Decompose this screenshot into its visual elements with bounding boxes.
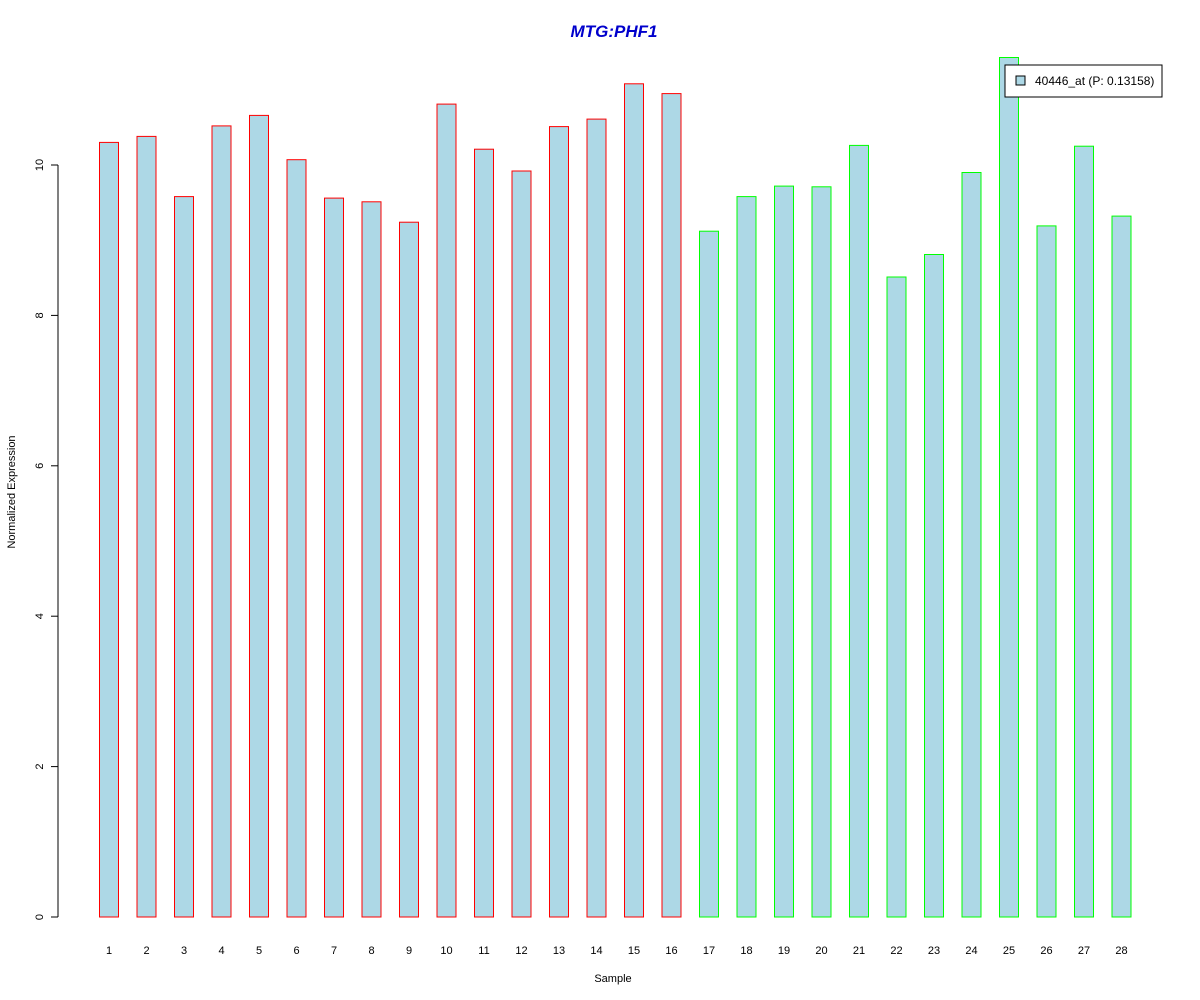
bar-sample-25 [999, 57, 1019, 918]
x-tick-label: 12 [515, 945, 527, 957]
x-tick-label: 16 [665, 945, 677, 957]
x-tick-label: 11 [478, 945, 489, 957]
x-tick-label: 6 [293, 945, 299, 957]
bar-sample-9 [399, 221, 419, 918]
bar-sample-4 [211, 125, 232, 918]
x-tick-label: 15 [628, 945, 640, 957]
y-tick-label: 2 [34, 764, 46, 770]
bar-sample-27 [1074, 145, 1094, 918]
x-axis-ticks: 1 2 3 4 5 6 7 8 9 10 11 12 13 14 15 16 17 18 19 20 21 22 23 24 2… [106, 945, 1128, 957]
x-tick-label: 24 [965, 945, 977, 957]
bar-sample-15 [624, 83, 644, 918]
x-tick-label: 28 [1115, 945, 1127, 957]
x-tick-label: 1 [106, 945, 112, 957]
bar-sample-12 [511, 170, 532, 918]
x-tick-label: 14 [590, 945, 602, 957]
bar-sample-8 [361, 201, 382, 918]
bar-sample-26 [1036, 225, 1057, 918]
legend-label: 40446_at (P: 0.13158) [1035, 74, 1154, 88]
bar-sample-5 [249, 114, 269, 918]
y-tick-label: 4 [34, 613, 46, 619]
x-tick-label: 8 [368, 945, 374, 957]
bar-sample-21 [849, 144, 869, 918]
x-tick-label: 26 [1040, 945, 1052, 957]
bar-sample-10 [436, 103, 457, 918]
x-tick-label: 13 [553, 945, 565, 957]
x-tick-label: 22 [890, 945, 902, 957]
bar-sample-24 [961, 172, 982, 918]
bar-sample-13 [549, 126, 569, 918]
x-tick-label: 7 [331, 945, 337, 957]
x-tick-label: 17 [703, 945, 715, 957]
x-tick-label: 2 [143, 945, 149, 957]
bar-sample-6 [286, 159, 307, 918]
x-tick-label: 21 [853, 945, 865, 957]
chart-title: MTG:PHF1 [571, 22, 658, 41]
bar-sample-17 [699, 230, 719, 918]
bar-sample-20 [811, 186, 832, 918]
x-axis-label: Sample [594, 973, 631, 985]
bars [99, 57, 1132, 918]
bar-sample-14 [586, 118, 607, 918]
legend-swatch [1015, 75, 1026, 86]
x-tick-label: 5 [256, 945, 262, 957]
bar-sample-28 [1111, 215, 1132, 918]
legend: 40446_at (P: 0.13158) [1004, 64, 1163, 98]
bar-sample-3 [174, 196, 194, 918]
bar-sample-2 [136, 135, 157, 918]
legend-box [1004, 64, 1163, 98]
x-tick-label: 4 [218, 945, 224, 957]
bar-sample-22 [886, 276, 907, 918]
x-tick-label: 19 [778, 945, 790, 957]
bar-sample-23 [924, 254, 944, 918]
bar-sample-16 [661, 93, 682, 918]
x-tick-label: 23 [928, 945, 940, 957]
x-tick-label: 18 [740, 945, 752, 957]
x-tick-label: 10 [440, 945, 452, 957]
bar-sample-19 [774, 185, 794, 918]
y-tick-label: 10 [34, 159, 46, 171]
x-tick-label: 20 [815, 945, 827, 957]
y-tick-label: 0 [34, 914, 46, 920]
x-tick-label: 25 [1003, 945, 1015, 957]
bar-sample-1 [99, 141, 119, 918]
y-axis: 0 2 4 6 8 10 [34, 159, 59, 920]
bar-sample-18 [736, 196, 757, 918]
x-tick-label: 27 [1078, 945, 1090, 957]
x-tick-label: 3 [181, 945, 187, 957]
bar-sample-11 [474, 148, 494, 918]
x-tick-label: 9 [406, 945, 412, 957]
y-tick-label: 6 [34, 463, 46, 469]
y-tick-label: 8 [34, 312, 46, 318]
y-axis-label: Normalized Expression [6, 435, 18, 548]
bar-sample-7 [324, 197, 344, 918]
